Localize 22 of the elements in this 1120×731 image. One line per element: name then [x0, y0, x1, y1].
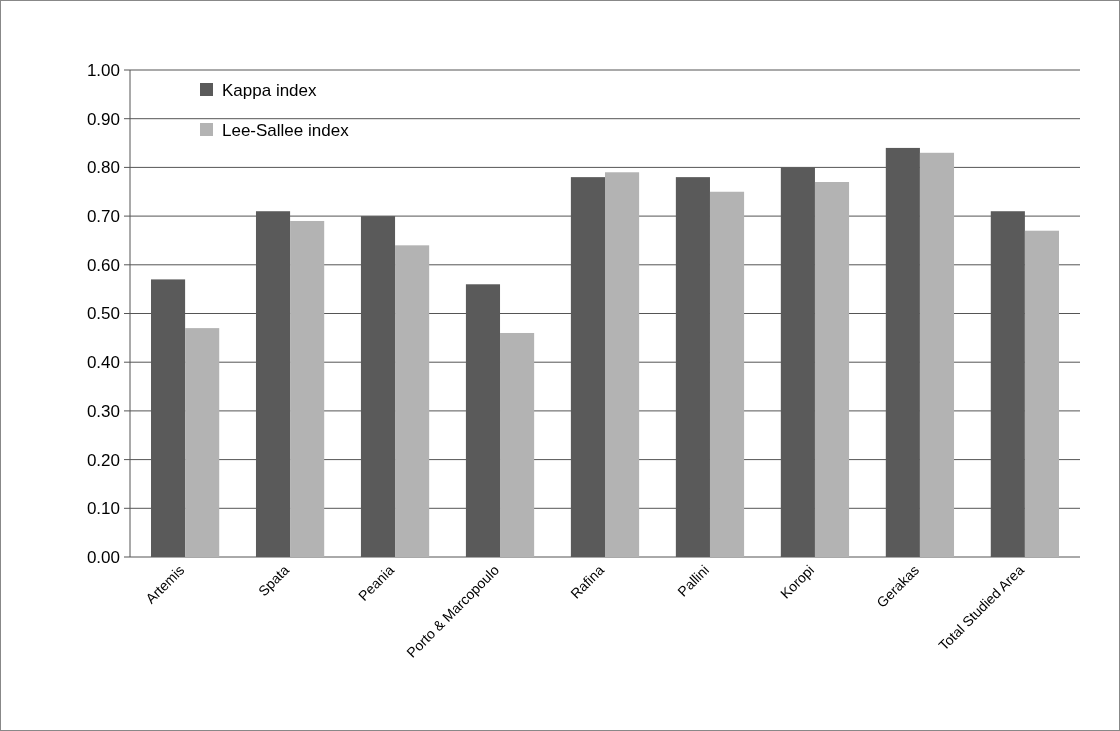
bar — [395, 245, 430, 557]
y-tick-label: 0.60 — [86, 255, 120, 275]
legend-label: Lee-Sallee index — [222, 120, 350, 140]
bar — [709, 191, 745, 557]
y-tick-label: 0.90 — [86, 109, 120, 129]
bar — [500, 332, 535, 557]
y-tick-label: 0.40 — [86, 353, 120, 373]
y-tick-label: 0.00 — [86, 547, 120, 567]
bar — [185, 328, 220, 557]
bar — [290, 220, 325, 557]
y-tick-label: 0.20 — [86, 450, 120, 470]
bar — [605, 172, 640, 557]
y-tick-label: 0.50 — [86, 304, 120, 324]
y-tick-label: 0.10 — [86, 499, 120, 519]
y-tick-label: 0.30 — [86, 401, 120, 421]
bar — [919, 152, 955, 557]
y-tick-label: 0.80 — [86, 158, 120, 178]
bar — [1024, 230, 1060, 557]
bar — [814, 182, 850, 557]
y-tick-label: 0.70 — [86, 207, 120, 227]
y-tick-label: 1.00 — [86, 60, 120, 80]
legend-label: Kappa index — [222, 80, 318, 100]
